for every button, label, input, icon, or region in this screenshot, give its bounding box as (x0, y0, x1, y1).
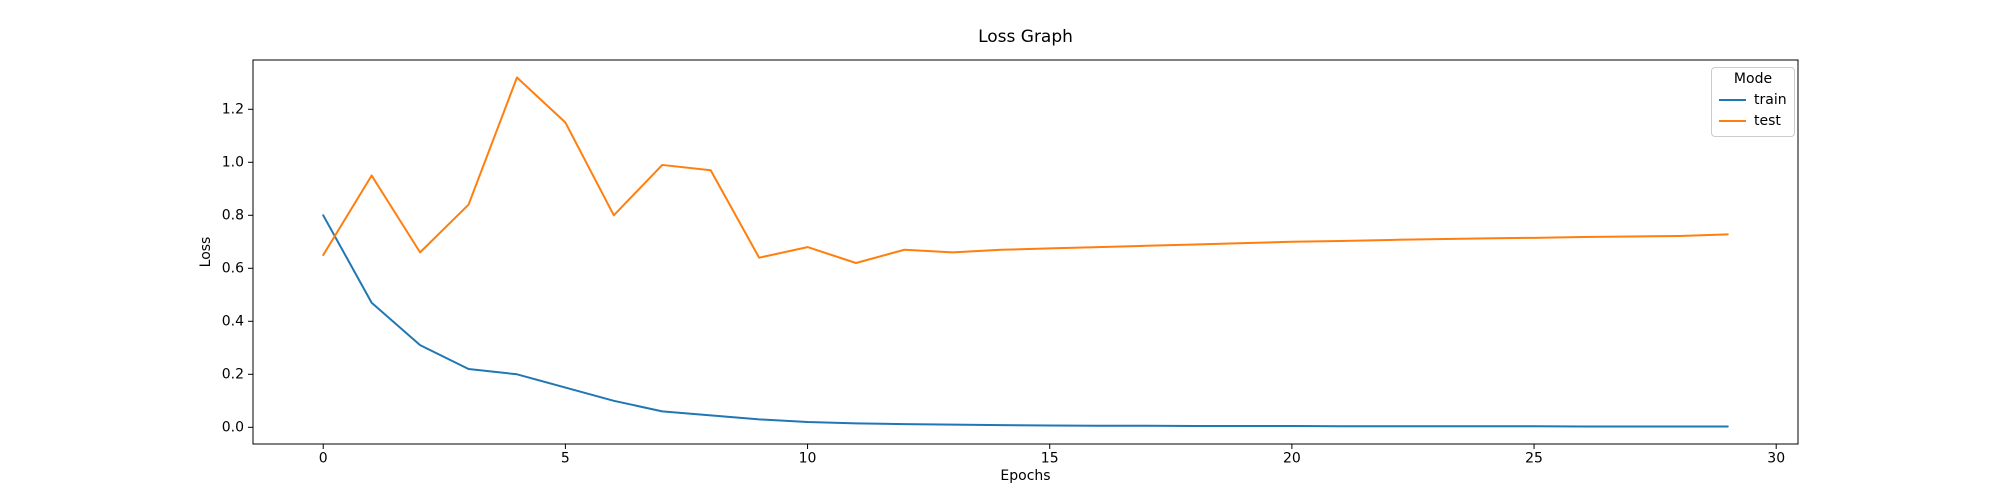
x-tick-label: 0 (319, 451, 328, 467)
test-line-swatch (1719, 119, 1746, 122)
y-tick-label: 1.2 (222, 101, 244, 117)
x-tick-label: 30 (1767, 451, 1785, 467)
x-tick-label: 15 (1041, 451, 1059, 467)
xaxis-label: Epochs (1000, 468, 1051, 484)
x-tick-label: 5 (561, 451, 570, 467)
x-tick-label: 20 (1283, 451, 1301, 467)
legend-entry-test: test (1719, 110, 1787, 131)
y-tick-label: 1.0 (222, 154, 244, 170)
legend-label-test: test (1754, 112, 1781, 129)
chart-title: Loss Graph (978, 27, 1073, 47)
legend-label-train: train (1754, 91, 1787, 108)
y-tick-label: 0.2 (222, 366, 244, 382)
x-tick-label: 10 (799, 451, 817, 467)
legend: Mode train test (1711, 67, 1795, 137)
y-tick-label: 0.6 (222, 260, 244, 276)
legend-title: Mode (1733, 71, 1773, 87)
legend-entry-train: train (1719, 89, 1787, 110)
test-line (322, 76, 1729, 264)
train-line (322, 214, 1729, 428)
y-tick-label: 0.8 (222, 207, 244, 223)
y-tick-label: 0.0 (222, 419, 244, 435)
axes-frame (252, 59, 1799, 445)
x-tick-label: 25 (1525, 451, 1543, 467)
yaxis-label: Loss (198, 236, 214, 268)
y-tick-label: 0.4 (222, 313, 244, 329)
train-line-swatch (1719, 98, 1746, 101)
